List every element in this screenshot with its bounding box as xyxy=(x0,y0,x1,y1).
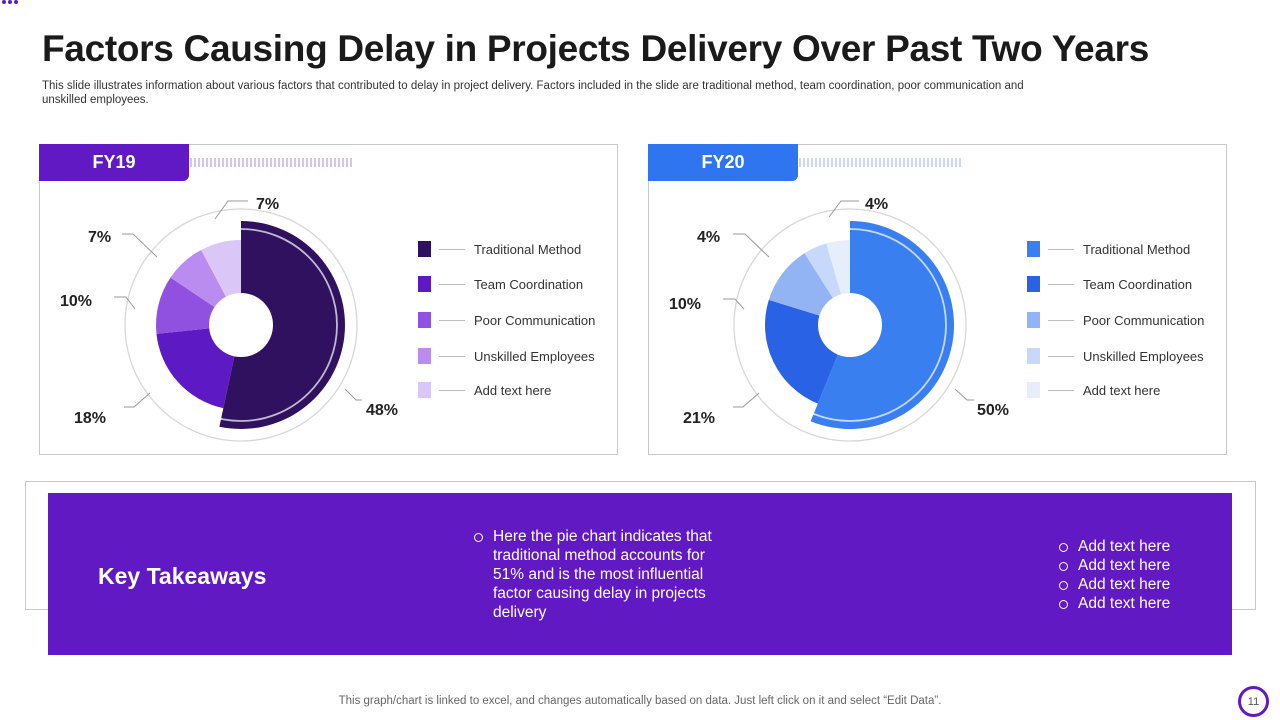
pie-inner-ring xyxy=(753,228,947,422)
key-takeaway-list: Add text here Add text here Add text her… xyxy=(1059,537,1170,613)
legend-connector xyxy=(439,319,465,321)
corner-dots xyxy=(2,0,18,4)
pct-label-traditional-method: 50% xyxy=(977,402,1010,419)
fy19-tab: FY19 xyxy=(39,144,189,181)
pct-label-poor-communication: 10% xyxy=(669,296,702,313)
page-title: Factors Causing Delay in Projects Delive… xyxy=(42,28,1149,69)
key-takeaway-item: Add text here xyxy=(1059,575,1170,594)
pct-label-team-coordination: 18% xyxy=(74,410,107,427)
legend-swatch xyxy=(418,241,431,257)
pie-outer-ring xyxy=(733,208,967,442)
fy20-tab-stripe xyxy=(799,158,963,167)
legend-connector xyxy=(1048,389,1074,391)
pie-center-hole xyxy=(209,293,273,357)
legend-connector xyxy=(1048,248,1074,250)
key-takeaway-item: Add text here xyxy=(1059,537,1170,556)
fy19-pie-chart[interactable] xyxy=(40,145,619,456)
leader-line xyxy=(828,200,859,218)
legend-label: Team Coordination xyxy=(474,276,584,292)
legend-item-team-coordination: Team Coordination xyxy=(1027,276,1192,292)
key-takeaways-box: Key Takeaways Here the pie chart indicat… xyxy=(48,493,1232,655)
legend-item-poor-communication: Poor Communication xyxy=(1027,312,1204,328)
key-takeaway-item: Add text here xyxy=(1059,556,1170,575)
legend-swatch xyxy=(1027,348,1040,364)
leader-line xyxy=(733,233,770,258)
pie-outer-ring xyxy=(124,208,358,442)
key-takeaway-main: Here the pie chart indicates that tradit… xyxy=(474,527,714,622)
legend-label: Poor Communication xyxy=(1083,312,1205,328)
leader-line xyxy=(122,233,158,258)
legend-swatch xyxy=(418,382,431,398)
legend-item-poor-communication: Poor Communication xyxy=(418,312,595,328)
legend-swatch xyxy=(1027,276,1040,292)
legend-label: Add text here xyxy=(1083,382,1161,398)
leader-line xyxy=(733,392,760,408)
leader-line xyxy=(723,298,745,310)
leader-line xyxy=(124,392,151,408)
pie-center-hole xyxy=(818,293,882,357)
pct-label-add-text-here: 7% xyxy=(256,196,280,213)
legend-swatch xyxy=(1027,312,1040,328)
footer-note: This graph/chart is linked to excel, and… xyxy=(338,695,942,707)
legend-label: Poor Communication xyxy=(474,312,596,328)
leader-line xyxy=(114,296,136,310)
legend-connector xyxy=(439,283,465,285)
leader-line xyxy=(344,388,362,401)
legend-label: Team Coordination xyxy=(1083,276,1193,292)
fy19-chart-panel[interactable]: FY19 Traditional Method Team Coordination… xyxy=(39,144,618,455)
legend-label: Traditional Method xyxy=(1083,241,1191,257)
legend-label: Unskilled Employees xyxy=(474,348,595,364)
key-takeaway-item: Add text here xyxy=(1059,594,1170,613)
legend-item-team-coordination: Team Coordination xyxy=(418,276,583,292)
legend-swatch xyxy=(418,312,431,328)
legend-label: Traditional Method xyxy=(474,241,582,257)
legend-swatch xyxy=(1027,382,1040,398)
legend-connector xyxy=(439,389,465,391)
pct-label-add-text-here: 4% xyxy=(865,196,889,213)
pct-label-poor-communication: 10% xyxy=(60,293,93,310)
legend-connector xyxy=(439,248,465,250)
pct-label-team-coordination: 21% xyxy=(683,410,716,427)
legend-item-add-text-here: Add text here xyxy=(1027,382,1160,398)
pct-label-traditional-method: 48% xyxy=(366,402,399,419)
page-number: 11 xyxy=(1238,686,1269,717)
pct-label-unskilled-employees: 4% xyxy=(697,229,721,246)
leader-line xyxy=(214,200,248,220)
pie-inner-ring xyxy=(144,228,338,422)
legend-connector xyxy=(1048,319,1074,321)
legend-swatch xyxy=(418,276,431,292)
legend-connector xyxy=(439,355,465,357)
fy20-pie-chart[interactable] xyxy=(649,145,1228,456)
legend-swatch xyxy=(418,348,431,364)
page-subtitle: This slide illustrates information about… xyxy=(42,80,1024,106)
key-takeaways-title: Key Takeaways xyxy=(98,563,267,589)
pct-label-unskilled-employees: 7% xyxy=(88,229,112,246)
legend-connector xyxy=(1048,355,1074,357)
legend-label: Unskilled Employees xyxy=(1083,348,1204,364)
legend-item-add-text-here: Add text here xyxy=(418,382,551,398)
fy19-tab-stripe xyxy=(190,158,354,167)
fy20-tab: FY20 xyxy=(648,144,798,181)
leader-line xyxy=(954,388,974,401)
legend-label: Add text here xyxy=(474,382,552,398)
legend-item-traditional-method: Traditional Method xyxy=(418,241,581,257)
pie-slice-traditional-method[interactable] xyxy=(219,221,345,429)
pie-slice-traditional-method[interactable] xyxy=(810,221,955,429)
legend-item-traditional-method: Traditional Method xyxy=(1027,241,1190,257)
legend-item-unskilled-employees: Unskilled Employees xyxy=(1027,348,1204,364)
legend-swatch xyxy=(1027,241,1040,257)
legend-connector xyxy=(1048,283,1074,285)
fy20-chart-panel[interactable]: FY20 Traditional Method Team Coordination… xyxy=(648,144,1227,455)
legend-item-unskilled-employees: Unskilled Employees xyxy=(418,348,595,364)
